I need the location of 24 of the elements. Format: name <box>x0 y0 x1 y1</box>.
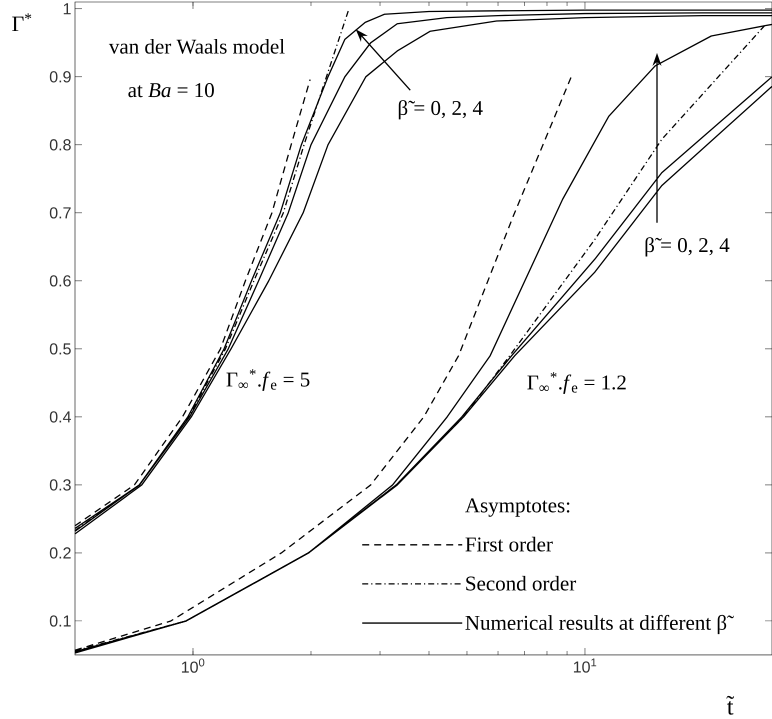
y-tick-label: 0.6 <box>50 275 71 287</box>
y-tick-label: 0.3 <box>50 479 71 491</box>
annotation: β̃ = 0, 2, 4 <box>646 237 730 256</box>
annotation: Γ$_{∞}$$^{*}$.f$_{e}$ = 1.2 <box>527 372 626 394</box>
y-tick-label: 0.5 <box>50 343 71 355</box>
annotation: van der Waals model <box>108 38 285 54</box>
legend-label: Second order <box>466 576 576 591</box>
y-tick-label: 0.8 <box>50 139 71 150</box>
y-tick-label: 0.2 <box>50 547 71 559</box>
y-tick-label: 0.9 <box>50 71 71 82</box>
legend-title: Asymptotes: <box>465 498 570 517</box>
annotation: β̃ = 0, 2, 4 <box>398 100 483 120</box>
x-tick-label: 10$^{1}$ <box>574 658 596 673</box>
y-tick-label: 1 <box>64 3 71 14</box>
y-axis-title: Γ$^{*}$ <box>12 13 32 32</box>
legend-label: Numerical results at different β̃ <box>465 614 734 634</box>
x-axis-title: t̃ <box>726 696 734 715</box>
legend-label: First order <box>465 536 553 552</box>
annotation: at Ba = 10 <box>128 83 214 98</box>
annotation: Γ$_{∞}$$^{*}$.f$_{e}$ = 5 <box>226 369 310 391</box>
y-tick-label: 0.1 <box>50 615 71 627</box>
y-tick-label: 0.7 <box>50 207 71 219</box>
x-tick-label: 10$^{0}$ <box>182 658 204 673</box>
y-tick-label: 0.4 <box>50 411 71 423</box>
